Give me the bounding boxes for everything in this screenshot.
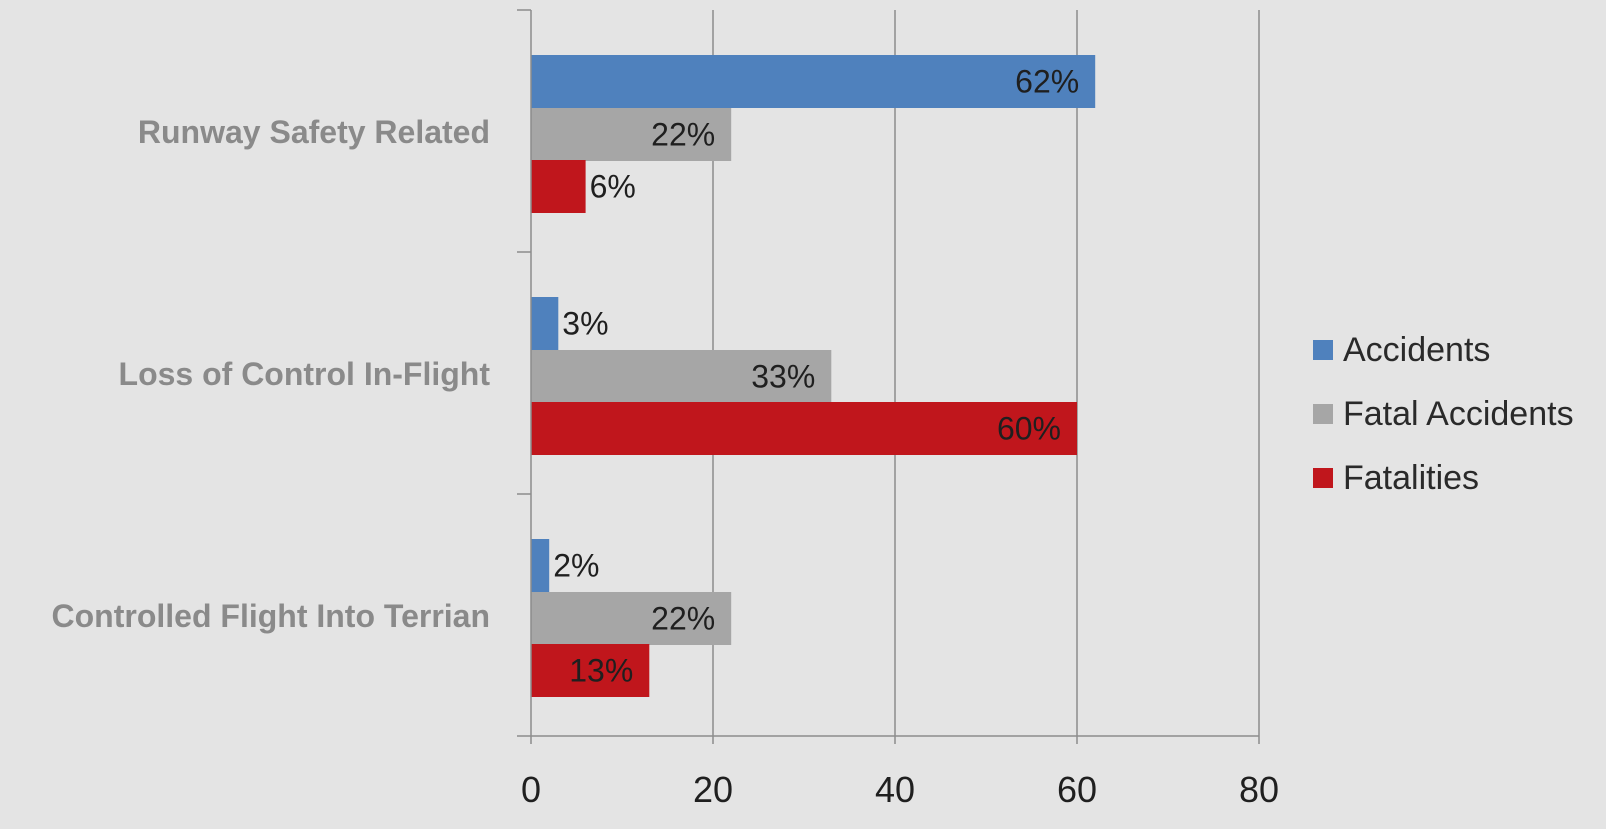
- category-label-controlled-flight-into-terrian: Controlled Flight Into Terrian: [52, 598, 490, 634]
- bar-fatalities-controlled-flight-into-terrian: [531, 644, 650, 697]
- category-label-loss-of-control-in-flight: Loss of Control In-Flight: [119, 356, 491, 392]
- legend-item-fatal-accidents: Fatal Accidents: [1313, 382, 1574, 446]
- data-label-fatal-accidents-controlled-flight-into-terrian: 22%: [651, 601, 715, 637]
- data-label-fatal-accidents-loss-of-control-in-flight: 33%: [751, 359, 815, 395]
- data-label-fatal-accidents-runway-safety-related: 22%: [651, 117, 715, 153]
- data-label-accidents-runway-safety-related: 62%: [1015, 64, 1079, 100]
- bar-fatal-accidents-controlled-flight-into-terrian: [531, 592, 732, 645]
- legend-swatch-fatal-accidents: [1313, 404, 1333, 424]
- legend-swatch-accidents: [1313, 340, 1333, 360]
- bar-fatal-accidents-runway-safety-related: [531, 108, 732, 161]
- legend-item-fatalities: Fatalities: [1313, 446, 1574, 510]
- x-tick-label-0: 0: [521, 769, 541, 810]
- legend-label-fatal-accidents: Fatal Accidents: [1343, 394, 1574, 433]
- x-tick-label-60: 60: [1057, 769, 1097, 810]
- x-tick-label-40: 40: [875, 769, 915, 810]
- legend-swatch-fatalities: [1313, 468, 1333, 488]
- legend-label-fatalities: Fatalities: [1343, 458, 1480, 497]
- bar-accidents-loss-of-control-in-flight: [531, 297, 559, 350]
- bar-accidents-runway-safety-related: [531, 55, 1096, 108]
- bar-accidents-controlled-flight-into-terrian: [531, 539, 550, 592]
- x-tick-label-80: 80: [1239, 769, 1279, 810]
- legend-label-accidents: Accidents: [1343, 330, 1491, 369]
- bar-fatalities-loss-of-control-in-flight: [531, 402, 1077, 455]
- x-tick-label-20: 20: [693, 769, 733, 810]
- legend-item-accidents: Accidents: [1313, 318, 1574, 382]
- data-label-fatalities-runway-safety-related: 6%: [590, 169, 636, 205]
- data-label-fatalities-controlled-flight-into-terrian: 13%: [569, 653, 633, 689]
- chart-legend: Accidents Fatal Accidents Fatalities: [1313, 318, 1574, 510]
- category-label-runway-safety-related: Runway Safety Related: [138, 114, 490, 150]
- data-label-fatalities-loss-of-control-in-flight: 60%: [997, 411, 1061, 447]
- data-label-accidents-loss-of-control-in-flight: 3%: [562, 306, 608, 342]
- bar-fatal-accidents-loss-of-control-in-flight: [531, 350, 832, 403]
- data-label-accidents-controlled-flight-into-terrian: 2%: [553, 548, 599, 584]
- bar-fatalities-runway-safety-related: [531, 160, 586, 213]
